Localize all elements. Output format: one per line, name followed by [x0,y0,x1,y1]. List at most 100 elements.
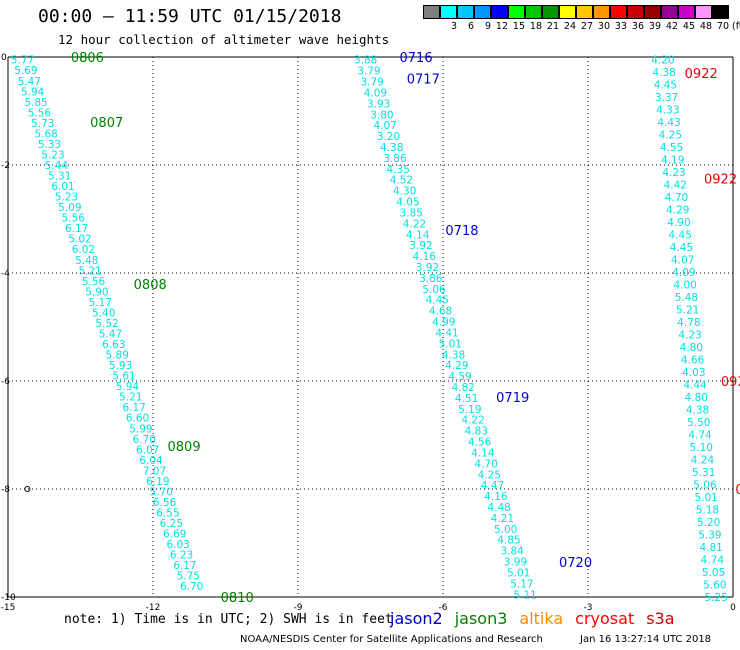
color-swatch-label: 39 [648,21,661,32]
swh-value-label: 4.80 [685,392,708,404]
y-tick-label: 0 [1,53,7,63]
color-swatch-label: 45 [682,21,695,32]
swh-value-label: 5.61 [112,371,135,383]
color-swatch-label: 3 [450,21,457,32]
swh-value-label: 3.80 [370,109,393,121]
satellite-legend-jason3: jason3 [454,609,508,628]
swh-value-label: 5.25 [704,592,727,604]
pass-time-label: 0806 [71,51,104,66]
color-swatch [712,5,729,19]
swh-value-label: 4.09 [672,267,695,279]
y-tick-label: -6 [1,377,10,387]
swh-value-label: 6.70 [180,581,203,593]
swh-value-label: 4.07 [671,255,694,267]
swh-value-label: 4.43 [657,117,680,129]
swh-value-label: 5.01 [507,567,530,579]
color-swatch [525,5,542,19]
swh-value-label: 4.78 [677,317,700,329]
swh-value-label: 4.25 [659,130,682,142]
swh-value-label: 4.51 [455,393,478,405]
swh-value-label: 5.75 [177,571,200,583]
swh-value-label: 4.20 [651,55,674,67]
swh-value-label: 6.04 [139,455,163,467]
swh-value-label: 3.86 [419,273,443,285]
swh-value-label: 5.02 [68,234,91,246]
color-scale-swatches [423,5,740,19]
swh-value-label: 4.83 [465,426,488,438]
swh-value-label: 4.33 [656,105,679,117]
swh-value-label: 3.93 [367,98,390,110]
swh-value-label: 4.19 [661,155,684,167]
swh-value-label: 4.38 [652,67,675,79]
color-swatch-label: 9 [484,21,491,32]
swh-value-label: 5.94 [21,86,45,98]
color-swatch [508,5,525,19]
swh-value-label: 5.77 [11,55,34,67]
satellite-legend-s3a: s3a [646,609,675,628]
pass-time-label: 0716 [400,51,433,66]
pass-time-label: 0923 [721,375,740,390]
pass-time-label: 0718 [445,224,478,239]
swh-value-label: 4.70 [665,192,688,204]
swh-value-label: 4.52 [390,175,413,187]
x-tick-label: -15 [1,603,16,613]
swh-value-label: 5.99 [129,423,152,435]
pass-time-label: 0922 [704,173,737,188]
swh-value-label: 4.66 [681,355,705,367]
swh-value-label: 4.99 [432,317,455,329]
swh-value-label: 6.55 [156,507,179,519]
swh-value-label: 5.93 [109,360,132,372]
swh-value-label: 4.45 [426,295,449,307]
swh-value-label: 4.90 [667,217,690,229]
x-tick-label: -9 [294,603,303,613]
color-swatch [593,5,610,19]
swh-value-label: 5.48 [75,255,98,267]
swh-value-label: 4.55 [660,142,683,154]
swh-value-label: 3.92 [416,262,439,274]
color-swatch [576,5,593,19]
swh-value-label: 6.17 [173,560,196,572]
swh-value-label: 4.09 [364,87,387,99]
swh-value-label: 5.47 [18,76,41,88]
color-swatch-label: 27 [580,21,593,32]
swh-value-label: 5.06 [693,480,717,492]
swh-value-label: 5.40 [92,307,115,319]
swh-value-label: 6.23 [170,550,193,562]
swh-value-label: 4.81 [699,542,722,554]
swh-value-label: 4.47 [481,480,504,492]
swh-value-label: 6.07 [136,444,159,456]
swh-value-label: 5.56 [28,107,52,119]
swh-value-label: 4.59 [448,371,471,383]
swh-value-label: 4.48 [487,502,510,514]
swh-value-label: 5.70 [150,486,173,498]
pass-time-label: 0719 [496,391,529,406]
color-swatch-label: 18 [529,21,542,32]
swh-value-label: 4.23 [662,167,685,179]
color-swatch [542,5,559,19]
swh-value-label: 5.23 [41,149,64,161]
swh-value-label: 5.56 [62,213,86,225]
swh-value-label: 3.92 [409,240,432,252]
color-swatch [559,5,576,19]
swh-value-label: 4.80 [680,342,703,354]
swh-value-label: 4.38 [442,349,465,361]
swh-value-label: 6.56 [153,497,177,509]
swh-value-label: 6.03 [166,539,189,551]
swh-value-label: 4.24 [691,455,715,467]
color-swatch-label: 30 [597,21,610,32]
swh-value-label: 5.85 [24,97,47,109]
satellite-legend-cryosat: cryosat [575,609,635,628]
swh-value-label: 6.63 [102,339,125,351]
swh-value-label: 4.35 [387,164,410,176]
pass-time-label: 0922 [685,67,718,82]
footer-timestamp: Jan 16 13:27:14 UTC 2018 [580,634,712,645]
swh-value-label: 3.37 [655,92,678,104]
swh-value-label: 5.05 [702,567,725,579]
swh-value-label: 5.01 [439,338,462,350]
color-swatch [610,5,627,19]
swh-value-label: 5.69 [14,65,37,77]
y-tick-label: -10 [1,593,16,603]
swh-value-label: 4.00 [673,280,696,292]
y-tick-label: -8 [1,485,10,495]
